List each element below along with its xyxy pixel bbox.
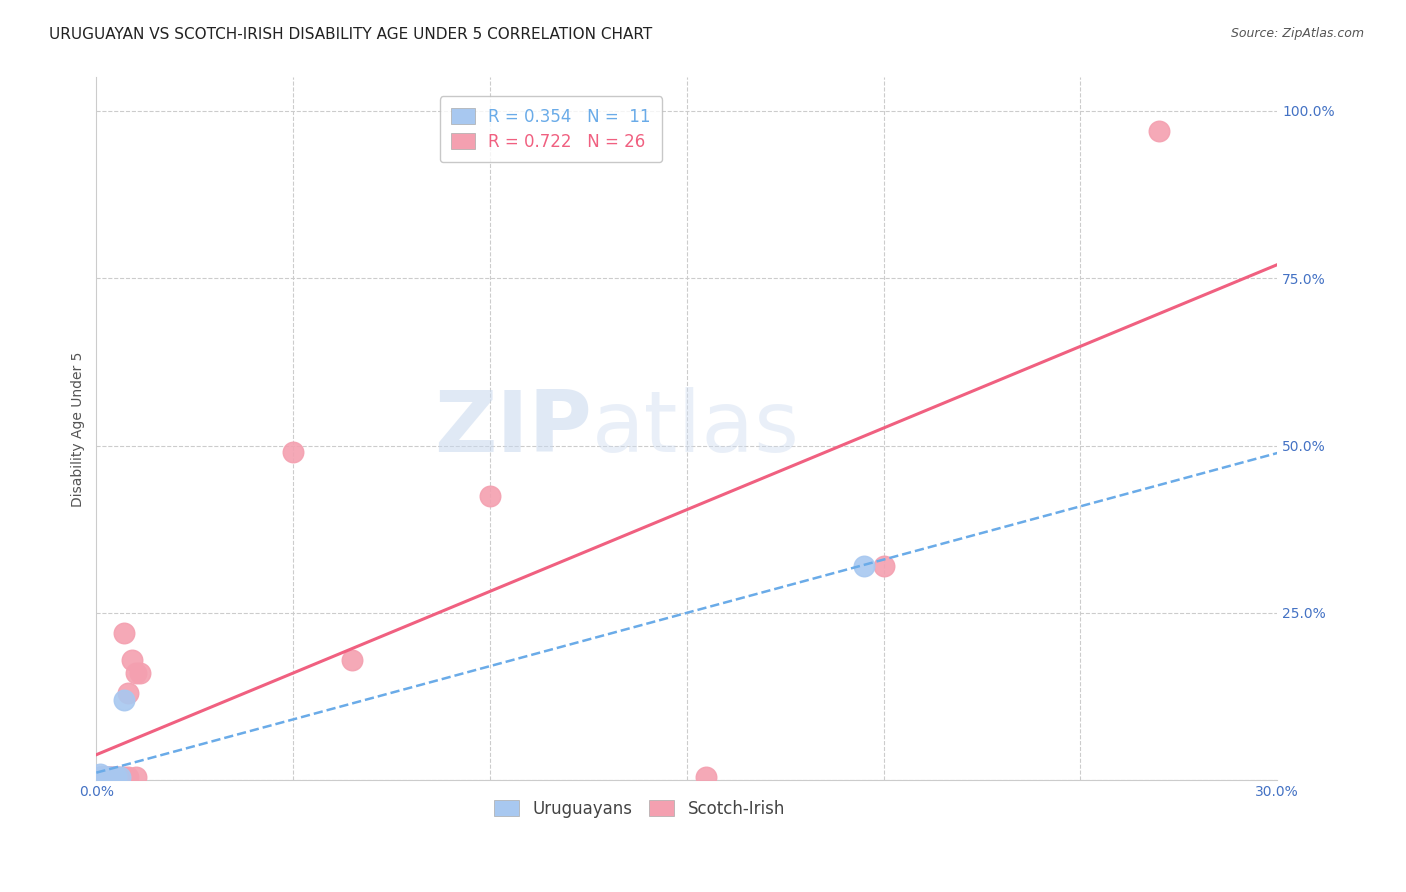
Point — [479, 489, 502, 503]
Y-axis label: Disability Age Under 5: Disability Age Under 5 — [72, 351, 86, 507]
Point — [342, 653, 364, 667]
Point — [93, 770, 115, 784]
Point — [101, 770, 124, 784]
Text: URUGUAYAN VS SCOTCH-IRISH DISABILITY AGE UNDER 5 CORRELATION CHART: URUGUAYAN VS SCOTCH-IRISH DISABILITY AGE… — [49, 27, 652, 42]
Point — [97, 770, 120, 784]
Text: atlas: atlas — [592, 387, 800, 470]
Point — [101, 770, 124, 784]
Point — [117, 686, 139, 700]
Point — [89, 770, 111, 784]
Point — [695, 770, 717, 784]
Legend: Uruguayans, Scotch-Irish: Uruguayans, Scotch-Irish — [488, 793, 792, 825]
Point — [1147, 124, 1170, 138]
Point — [105, 770, 128, 784]
Point — [89, 770, 111, 784]
Point — [112, 693, 135, 707]
Point — [105, 770, 128, 784]
Point — [93, 770, 115, 784]
Point — [97, 770, 120, 784]
Point — [101, 770, 124, 784]
Point — [105, 770, 128, 784]
Point — [872, 559, 894, 574]
Text: ZIP: ZIP — [434, 387, 592, 470]
Point — [112, 770, 135, 784]
Point — [108, 770, 131, 784]
Point — [105, 770, 128, 784]
Point — [89, 770, 111, 784]
Point — [93, 770, 115, 784]
Point — [283, 445, 305, 459]
Point — [128, 666, 150, 681]
Point — [112, 626, 135, 640]
Point — [93, 770, 115, 784]
Point — [97, 770, 120, 784]
Point — [97, 770, 120, 784]
Point — [108, 770, 131, 784]
Point — [89, 766, 111, 780]
Point — [125, 666, 148, 681]
Point — [117, 770, 139, 784]
Point — [852, 559, 875, 574]
Text: Source: ZipAtlas.com: Source: ZipAtlas.com — [1230, 27, 1364, 40]
Point — [121, 653, 143, 667]
Point — [125, 770, 148, 784]
